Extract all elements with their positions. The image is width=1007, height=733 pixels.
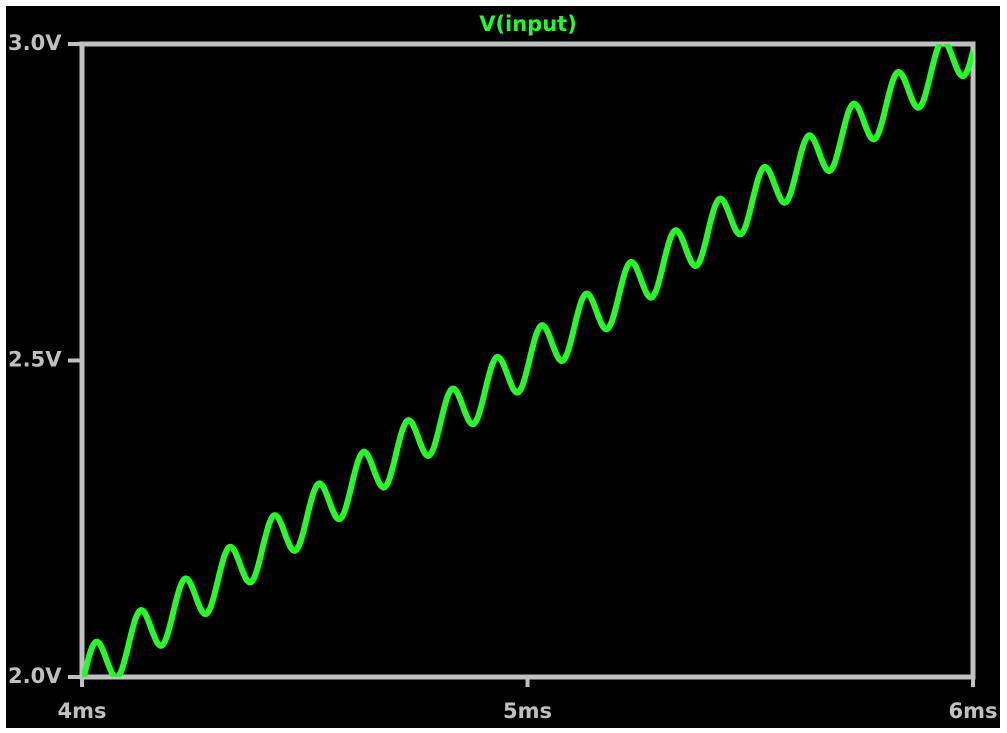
y-tick-label: 2.0V [8,664,62,688]
y-tick-label: 2.5V [8,348,62,372]
plot-area [82,44,973,677]
x-tick-label: 4ms [58,699,107,723]
signal-line [82,44,973,677]
x-tick-label: 6ms [949,699,998,723]
y-tick-label: 3.0V [8,31,62,55]
x-tick-label: 5ms [503,699,552,723]
chart-title: V(input) [479,12,577,36]
